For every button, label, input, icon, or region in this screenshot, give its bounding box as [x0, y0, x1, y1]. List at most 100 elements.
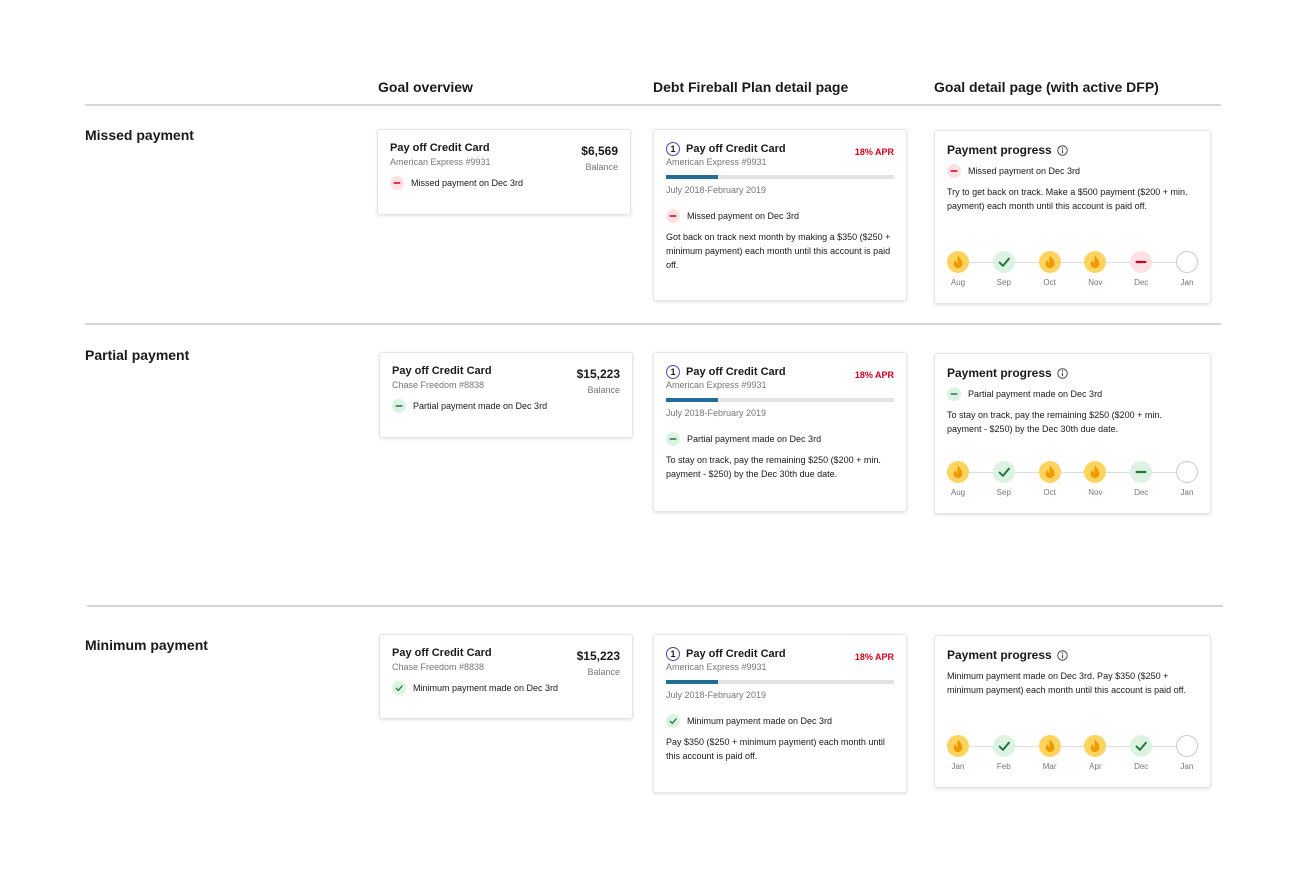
month: Sep — [984, 251, 1024, 287]
status-icon — [1130, 461, 1153, 483]
progress-fill — [666, 680, 719, 684]
card-title: Pay off Credit Card — [686, 366, 786, 378]
month-label: Nov — [1088, 278, 1103, 287]
row-rule — [87, 605, 1223, 607]
status-icon — [390, 176, 404, 190]
overview-card: Pay off Credit Card Chase Freedom #8838 $1… — [379, 634, 633, 719]
dfp-card: 1 Pay off Credit Card 18% APR American Expr… — [653, 129, 907, 301]
icon-shape — [953, 739, 963, 753]
icon-shape — [1045, 465, 1054, 479]
body-text: Minimum payment made on Dec 3rd. Pay $35… — [947, 671, 1186, 695]
track-line — [947, 262, 1198, 263]
icon-shape — [1056, 649, 1068, 661]
status-text: Minimum payment made on Dec 3rd — [687, 716, 833, 726]
status-icon — [666, 714, 680, 728]
month: Feb — [984, 735, 1024, 771]
status: Missed payment on Dec 3rd — [947, 164, 1198, 178]
column-header: Goal overview — [378, 79, 473, 95]
icon-shape — [1135, 470, 1147, 474]
status-icon — [1038, 735, 1061, 757]
month-label: Dec — [1134, 488, 1149, 497]
month: Sep — [984, 461, 1024, 497]
icon-shape — [1090, 255, 1100, 269]
month-label: Oct — [1043, 278, 1056, 287]
icon-shape — [950, 393, 958, 395]
icon-shape — [1045, 255, 1054, 269]
card-title-row: Payment progress — [947, 648, 1198, 662]
month: Oct — [1030, 461, 1070, 497]
status-icon — [1176, 461, 1198, 483]
month: Aug — [938, 251, 978, 287]
status: Missed payment on Dec 3rd — [666, 209, 894, 223]
balance: $15,223 — [576, 649, 620, 663]
status-icon — [1130, 735, 1153, 757]
icon-shape — [1090, 465, 1100, 479]
card-title: Pay off Credit Card — [392, 647, 492, 659]
month-label: Jan — [951, 762, 965, 771]
month-label: Oct — [1043, 488, 1056, 497]
status-icon — [666, 209, 680, 223]
month: Aug — [938, 461, 978, 497]
icon-shape — [950, 170, 958, 172]
card-title: Pay off Credit Card — [392, 365, 492, 377]
icon-shape — [1045, 255, 1054, 269]
icon-shape — [1061, 146, 1063, 149]
month: Jan — [1167, 251, 1207, 287]
icon-shape — [395, 685, 403, 692]
account: Chase Freedom #8838 — [392, 662, 485, 672]
icon-shape — [669, 718, 677, 725]
icon-shape — [1056, 144, 1068, 156]
body-text: To stay on track, pay the remaining $250… — [666, 455, 881, 479]
status-icon — [392, 681, 406, 695]
body-text: To stay on track, pay the remaining $250… — [947, 410, 1162, 434]
icon-shape — [395, 405, 403, 407]
column-header: Debt Fireball Plan detail page — [653, 79, 849, 95]
icon-shape — [1045, 739, 1054, 753]
balance-label: Balance — [587, 385, 620, 395]
month: Apr — [1075, 735, 1115, 771]
month: Mar — [1030, 735, 1070, 771]
icon-shape — [998, 257, 1010, 267]
status-icon — [392, 399, 406, 413]
step-badge: 1 — [666, 647, 680, 661]
status: Partial payment made on Dec 3rd — [392, 399, 620, 413]
body-text: Pay $350 ($250 + minimum payment) each m… — [666, 737, 885, 761]
balance: $6,569 — [581, 144, 618, 158]
status-text: Missed payment on Dec 3rd — [968, 166, 1081, 176]
month-label: Nov — [1088, 488, 1103, 497]
status-icon — [1038, 251, 1061, 273]
month: Jan — [1167, 461, 1207, 497]
status-text: Partial payment made on Dec 3rd — [413, 401, 548, 411]
icon-shape — [953, 739, 963, 753]
progress-track — [666, 175, 894, 179]
icon-shape — [953, 465, 963, 479]
status-text: Missed payment on Dec 3rd — [411, 178, 524, 188]
dates: July 2018-February 2019 — [666, 690, 767, 700]
icon-shape — [998, 741, 1010, 751]
icon-shape — [1056, 144, 1068, 156]
status: Minimum payment made on Dec 3rd — [666, 714, 894, 728]
status-icon — [947, 387, 961, 401]
icon-shape — [1061, 651, 1063, 654]
balance-label: Balance — [585, 162, 618, 172]
card-title-row: 1 Pay off Credit Card — [666, 142, 894, 156]
apr: 18% APR — [854, 652, 894, 662]
status-icon — [1176, 251, 1198, 273]
info-icon — [1056, 367, 1068, 379]
status-icon — [1038, 461, 1061, 483]
month-label: Jan — [1180, 278, 1194, 287]
track-line — [947, 746, 1198, 747]
card-title: Payment progress — [947, 366, 1052, 380]
status-icon — [947, 251, 969, 273]
row-rule — [85, 323, 1221, 325]
month-label: Sep — [996, 278, 1011, 287]
row-label: Partial payment — [85, 347, 190, 363]
apr: 18% APR — [854, 370, 894, 380]
overview-card: Pay off Credit Card American Express #993… — [377, 129, 631, 215]
icon-shape — [395, 685, 403, 692]
progress-card: Payment progress Minimum payment made on … — [934, 635, 1211, 788]
month-label: Mar — [1042, 762, 1057, 771]
icon-shape — [998, 467, 1010, 477]
status-icon — [1176, 735, 1198, 757]
